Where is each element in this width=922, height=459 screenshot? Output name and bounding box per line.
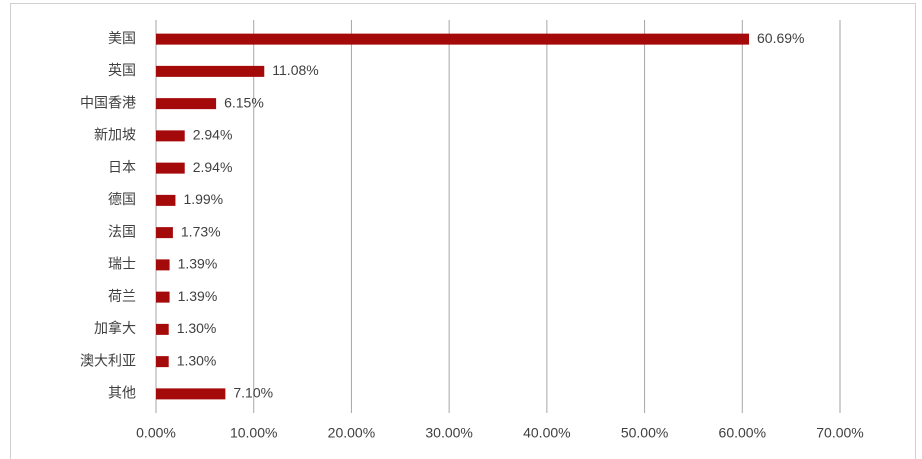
x-tick-label: 70.00% — [816, 425, 863, 441]
y-tick-label: 其他 — [108, 385, 136, 401]
x-tick-label: 40.00% — [523, 425, 570, 441]
bar — [156, 65, 265, 77]
y-tick-label: 日本 — [108, 159, 136, 175]
x-tick-label: 30.00% — [425, 425, 472, 441]
bar — [156, 194, 176, 206]
bar — [156, 227, 173, 239]
value-label: 1.39% — [178, 256, 218, 272]
value-label: 11.08% — [272, 62, 318, 78]
y-tick-label: 加拿大 — [94, 320, 136, 336]
bar — [156, 33, 750, 45]
y-tick-label: 瑞士 — [108, 256, 136, 272]
y-tick-label: 德国 — [108, 191, 136, 207]
y-tick-label: 美国 — [108, 30, 136, 46]
value-label: 1.30% — [177, 320, 217, 336]
bar — [156, 388, 226, 400]
value-label: 60.69% — [757, 30, 804, 46]
y-tick-label: 荷兰 — [108, 288, 136, 304]
bar — [156, 259, 170, 271]
bar — [156, 98, 217, 110]
y-tick-label: 中国香港 — [80, 94, 136, 110]
bar — [156, 130, 185, 142]
x-tick-label: 10.00% — [230, 425, 277, 441]
value-label: 7.10% — [233, 385, 273, 401]
value-label: 2.94% — [193, 127, 233, 143]
x-tick-label: 60.00% — [719, 425, 766, 441]
x-tick-label: 20.00% — [328, 425, 375, 441]
y-tick-label: 澳大利亚 — [80, 352, 136, 368]
value-label: 1.73% — [181, 223, 221, 239]
value-label: 6.15% — [224, 94, 264, 110]
value-label: 1.99% — [183, 191, 223, 207]
value-label: 1.30% — [177, 352, 217, 368]
bar — [156, 356, 169, 368]
x-tick-label: 50.00% — [621, 425, 668, 441]
value-label: 2.94% — [193, 159, 233, 175]
value-label: 1.39% — [178, 288, 218, 304]
bar — [156, 291, 170, 303]
chart-frame — [10, 3, 916, 459]
y-tick-label: 新加坡 — [94, 127, 136, 143]
bar — [156, 323, 169, 335]
y-tick-label: 英国 — [108, 62, 136, 78]
x-tick-label: 0.00% — [136, 425, 176, 441]
y-tick-label: 法国 — [108, 223, 136, 239]
bar — [156, 162, 185, 174]
